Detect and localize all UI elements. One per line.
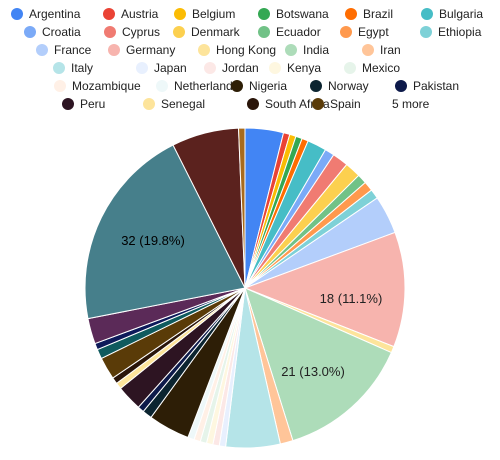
legend-label: Cyprus — [122, 25, 160, 39]
legend-swatch — [421, 8, 433, 20]
legend-label: Mexico — [362, 61, 400, 75]
pie-slices — [84, 127, 406, 449]
pie-data-labels: 32 (19.8%) 18 (11.1%) 21 (13.0%) — [121, 233, 382, 379]
legend-label: Egypt — [358, 25, 389, 39]
pie-data-label: 21 (13.0%) — [281, 364, 345, 379]
legend-label: Bulgaria — [439, 7, 483, 21]
legend-swatch — [344, 62, 356, 74]
legend-swatch — [24, 26, 36, 38]
legend-swatch — [108, 44, 120, 56]
pie-slice[interactable] — [84, 144, 246, 320]
legend-label: Mozambique — [72, 79, 141, 93]
legend-swatch — [204, 62, 216, 74]
legend-label: Croatia — [42, 25, 81, 39]
legend-label: Jordan — [222, 61, 259, 75]
legend-label: Netherlands — [174, 79, 239, 93]
legend-label: Denmark — [191, 25, 241, 39]
legend-label: Hong Kong — [216, 43, 276, 57]
legend-swatch — [345, 8, 357, 20]
legend-label: Nigeria — [249, 79, 287, 93]
legend-swatch — [136, 62, 148, 74]
legend-swatch — [62, 98, 74, 110]
legend-label: Pakistan — [413, 79, 459, 93]
legend-swatch — [36, 44, 48, 56]
legend-swatch — [174, 8, 186, 20]
legend-swatch — [285, 44, 297, 56]
legend-swatch — [104, 26, 116, 38]
legend-label: France — [54, 43, 92, 57]
legend-label: Italy — [71, 61, 93, 75]
legend-swatch — [247, 98, 259, 110]
legend-swatch — [362, 44, 374, 56]
legend-label: Japan — [154, 61, 187, 75]
legend-swatch — [395, 80, 407, 92]
pie-data-label: 32 (19.8%) — [121, 233, 185, 248]
legend-label: Austria — [121, 7, 159, 21]
legend-label: Germany — [126, 43, 175, 57]
legend-label: Belgium — [192, 7, 235, 21]
legend-swatch — [173, 26, 185, 38]
legend-label: Norway — [328, 79, 369, 93]
legend-swatch — [258, 8, 270, 20]
legend-label: Senegal — [161, 97, 205, 111]
pie-slice[interactable] — [243, 231, 406, 348]
legend-swatch — [269, 62, 281, 74]
legend-more[interactable]: 5 more — [392, 97, 430, 111]
legend-swatch — [340, 26, 352, 38]
legend-label: Brazil — [363, 7, 393, 21]
legend-label: Spain — [330, 97, 361, 111]
legend-label: Ecuador — [276, 25, 321, 39]
legend-swatch — [156, 80, 168, 92]
legend-swatch — [312, 98, 324, 110]
legend-swatch — [143, 98, 155, 110]
legend-swatch — [54, 80, 66, 92]
legend-swatch — [310, 80, 322, 92]
pie-data-label: 18 (11.1%) — [320, 291, 383, 306]
legend-label: Peru — [80, 97, 105, 111]
legend-label: Argentina — [29, 7, 81, 21]
legend-swatch — [258, 26, 270, 38]
legend-label: Iran — [380, 43, 401, 57]
legend-label: Botswana — [276, 7, 329, 21]
pie-slice[interactable] — [244, 287, 393, 442]
legend-label: India — [303, 43, 329, 57]
legend-swatch — [103, 8, 115, 20]
pie-slice[interactable] — [238, 127, 246, 289]
legend-swatch — [11, 8, 23, 20]
legend-swatch — [420, 26, 432, 38]
legend-label: Kenya — [287, 61, 321, 75]
legend-swatch — [198, 44, 210, 56]
chart-legend: Argentina Austria Belgium Botswana Brazil Bul… — [11, 7, 483, 111]
legend-label: Ethiopia — [438, 25, 482, 39]
legend-swatch — [53, 62, 65, 74]
legend-swatch — [231, 80, 243, 92]
